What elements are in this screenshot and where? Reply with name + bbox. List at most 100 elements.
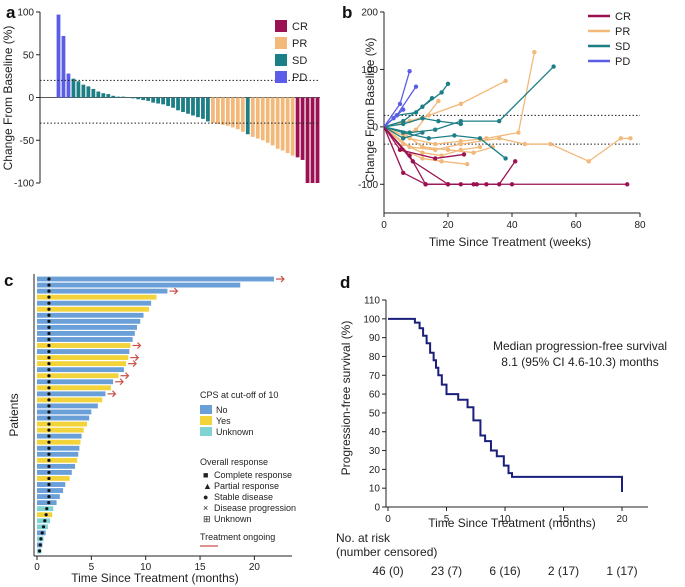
series-line-pr [383,126,481,157]
response-legend-symbol: ▲ [203,481,212,491]
bar [181,97,185,113]
y-tick-label: 110 [364,296,380,307]
swimmer-bar [37,469,72,475]
stable-disease-marker [47,319,51,323]
swimmer-bar [37,318,141,324]
stable-disease-marker [47,349,51,354]
stable-disease-marker [47,295,51,299]
swimmer-bar [37,300,152,306]
panel-label-c: c [4,271,13,290]
x-tick-label: 20 [249,562,261,573]
bar [310,97,315,183]
y-tick-label: 30 [369,446,381,457]
data-point [436,98,441,104]
data-point [397,147,403,153]
data-point [452,133,457,138]
y-tick-label: 100 [17,8,34,19]
legend-swatch-cr [275,20,287,32]
data-point [551,64,556,69]
stable-disease-marker [43,519,47,523]
data-point [397,101,403,107]
bar [305,97,310,183]
bar [201,97,205,119]
response-legend-symbol: ■ [203,470,208,480]
swimmer-bar [37,385,111,391]
y-tick-label: 80 [369,352,381,363]
stable-disease-marker [47,277,51,281]
y-tick-label: -100 [358,180,378,191]
response-legend-label: Disease progression [214,503,296,513]
swimmer-bar [37,427,84,433]
legend-swatch-no [200,405,212,414]
data-point [513,159,518,164]
bar [245,97,250,135]
ongoing-arrowhead [119,378,124,386]
y-tick-label: 200 [361,8,378,19]
bar [280,97,285,151]
swimmer-bar [37,276,274,282]
legend-swatch-sd [275,54,287,66]
stable-disease-marker [47,434,51,438]
bar [295,97,300,158]
x-tick-label: 10 [140,562,152,573]
stable-disease-marker [47,494,51,499]
stable-disease-marker [45,507,49,511]
bar [191,97,195,116]
median-annotation-line1: Median progression-free survival [493,339,667,353]
bar [255,97,260,139]
y-tick-label: -50 [20,136,35,147]
bar [106,94,111,98]
bar [146,97,151,101]
data-point [445,147,451,153]
stable-disease-marker [41,525,46,529]
swimmer-bar [37,337,133,342]
panel-label-d: d [340,273,350,292]
swimmer-bar [37,445,80,451]
series-lines [383,50,633,187]
y-tick-label: -100 [14,179,34,190]
bar [186,97,190,114]
swimmer-bar [37,457,78,463]
bar [215,97,220,125]
data-point [497,136,502,141]
data-point [628,136,633,141]
stable-disease-marker [47,386,51,390]
x-tick-label: 40 [506,220,518,231]
data-point [625,182,630,187]
response-legend-symbol: × [203,503,208,513]
bar [225,97,230,126]
risk-table: 46 (0) 23 (7) 6 (16) 2 (17) 1 (17) [372,564,637,578]
x-axis-label: Time Since Treatment (weeks) [429,235,591,249]
data-point [618,136,623,141]
stable-disease-marker [47,398,51,402]
data-point [391,116,396,121]
series-line-sd [383,126,507,159]
x-tick-label: 0 [385,514,391,525]
data-point [522,141,527,147]
km-chart: Progression-free survival (%) Time Since… [336,296,667,579]
data-point [413,110,419,115]
swimmer-bar [37,482,66,487]
legend-label-no: No [216,405,228,415]
stable-disease-marker [47,343,51,348]
bar [71,78,76,98]
bar [235,97,240,130]
panel-label-b: b [342,3,352,22]
data-point [401,130,406,135]
y-axis-label: Patients [7,393,21,436]
legend-label-unknown: Unknown [216,427,254,437]
bar [151,97,156,103]
data-point [413,84,419,89]
legend-label-cr: CR [292,21,308,33]
bar [270,97,275,146]
bar [56,14,61,98]
swimmer-bar [37,355,129,361]
data-point [433,156,438,161]
data-point [401,141,406,147]
data-point [420,144,425,150]
data-point [407,68,412,74]
median-annotation-line2: 8.1 (95% CI 4.6-10.3) months [501,355,658,369]
stable-disease-marker [47,374,51,378]
x-axis-label: Time Since Treatment (months) [71,571,239,585]
series-line-cr [383,126,465,160]
